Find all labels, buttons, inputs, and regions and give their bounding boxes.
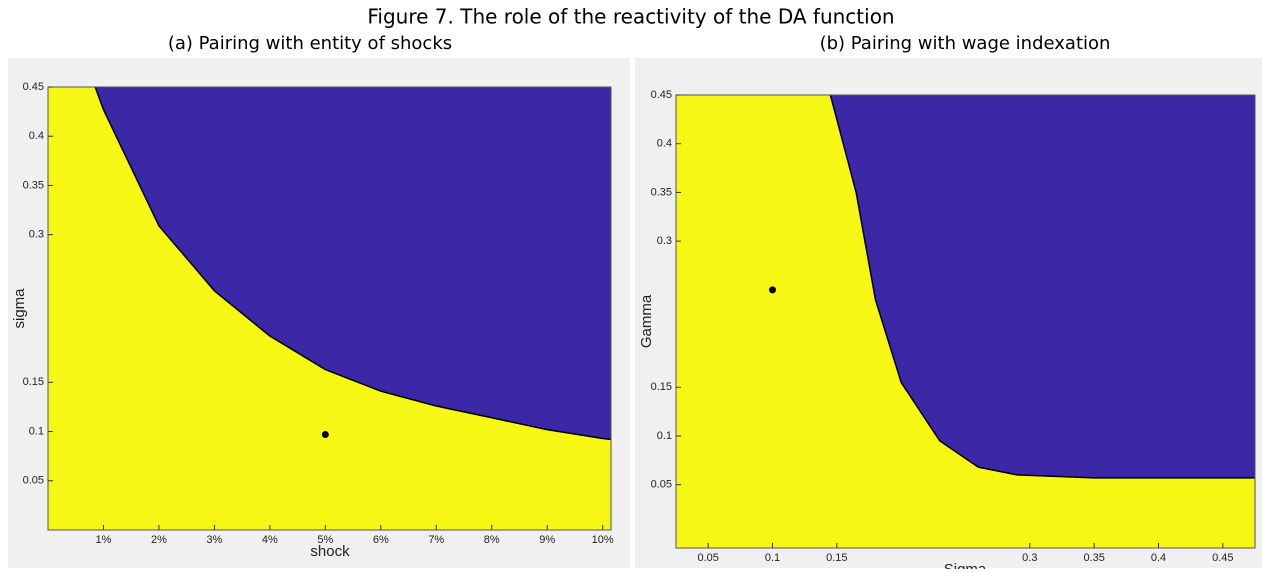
x-axis-label: Sigma <box>944 561 987 569</box>
y-tick-label: 0.4 <box>657 138 672 150</box>
point <box>769 286 776 294</box>
x-tick-label: 6% <box>373 534 389 546</box>
y-tick-label: 0.1 <box>29 425 44 437</box>
y-tick-label: 0.45 <box>23 81 44 93</box>
y-axis-label: Gamma <box>638 294 655 348</box>
x-tick-label: 1% <box>96 534 112 546</box>
x-tick-label: 0.45 <box>1212 552 1233 564</box>
region-below <box>48 87 611 530</box>
y-tick-label: 0.4 <box>29 130 44 142</box>
x-tick-label: 4% <box>262 534 278 546</box>
boundary-line <box>94 86 612 441</box>
x-tick-label: 0.3 <box>1022 552 1037 564</box>
x-tick-label: 2% <box>151 534 167 546</box>
y-axis-label: sigma <box>11 288 28 329</box>
x-tick-label: 0.35 <box>1083 552 1104 564</box>
y-tick-label: 0.45 <box>651 89 672 101</box>
x-tick-label: 0.1 <box>765 552 780 564</box>
plot-border <box>675 94 1256 549</box>
y-tick-label: 0.3 <box>29 229 44 241</box>
x-tick-label: 5% <box>317 534 333 546</box>
y-tick-label: 0.3 <box>657 235 672 247</box>
y-tick-label: 0.35 <box>23 179 44 191</box>
x-tick-label: 9% <box>539 534 555 546</box>
x-tick-label: 3% <box>206 534 222 546</box>
y-tick-label: 0.05 <box>23 475 44 487</box>
y-tick-label: 0.15 <box>23 376 44 388</box>
x-tick-label: 0.4 <box>1151 552 1166 564</box>
y-tick-label: 0.1 <box>657 430 672 442</box>
x-tick-label: 10% <box>592 534 614 546</box>
y-tick-label: 0.05 <box>651 479 672 491</box>
point <box>321 431 329 439</box>
x-axis-label: shock <box>310 543 350 560</box>
x-tick-label: 0.05 <box>697 552 718 564</box>
panel-subtitle: (a) Pairing with entity of shocks <box>168 33 452 54</box>
boundary-line <box>829 94 1255 479</box>
y-tick-label: 0.15 <box>651 381 672 393</box>
plot-border <box>47 86 612 531</box>
panel-subtitle: (b) Pairing with wage indexation <box>820 33 1111 54</box>
region-below <box>676 95 1255 548</box>
x-tick-label: 7% <box>428 534 444 546</box>
x-tick-label: 8% <box>484 534 500 546</box>
figure-title: Figure 7. The role of the reactivity of … <box>367 5 894 29</box>
x-tick-label: 0.15 <box>826 552 847 564</box>
y-tick-label: 0.35 <box>651 186 672 198</box>
